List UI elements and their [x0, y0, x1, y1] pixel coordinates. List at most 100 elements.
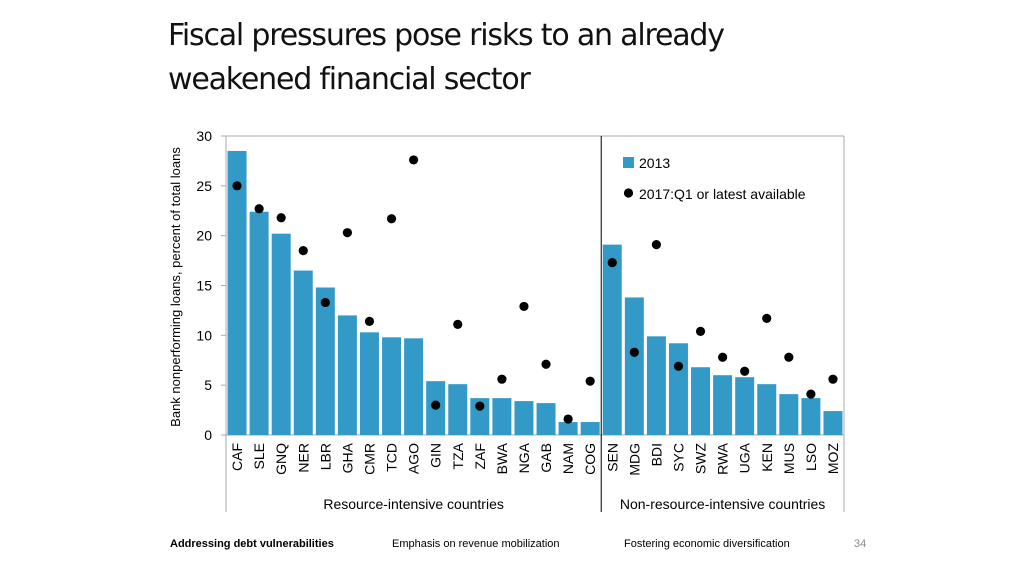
bar-series-2013	[227, 150, 843, 435]
page-number: 34	[854, 538, 867, 550]
dot-cog	[585, 376, 595, 386]
bar-syc	[668, 343, 688, 435]
dot-rwa	[718, 352, 728, 362]
bar-rwa	[713, 375, 733, 435]
x-tick-label: COG	[582, 443, 598, 475]
bar-moz	[823, 411, 843, 435]
x-tick-label: SLE	[251, 443, 267, 469]
bar-mdg	[624, 297, 644, 435]
bar-uga	[735, 377, 755, 435]
x-tick-label: GIN	[428, 443, 444, 468]
y-tick-label: 25	[196, 178, 212, 194]
dot-lbr	[320, 297, 330, 308]
bar-gnq	[271, 233, 291, 435]
x-tick-label: BWA	[494, 442, 510, 474]
y-tick-label: 20	[196, 228, 212, 244]
x-axis-labels: CAF SLE GNQ NER LBR GHA CMR TCD AGO GIN TZA ZAF BWA N…	[229, 442, 841, 475]
dot-syc	[673, 361, 684, 371]
y-tick-label: 0	[204, 427, 212, 443]
bar-cmr	[359, 332, 379, 435]
y-axis-title: Bank nonperforming loans, percent of tot…	[168, 147, 183, 427]
x-tick-label: GAB	[538, 443, 554, 473]
dot-zaf	[475, 401, 485, 411]
dot-gin	[431, 400, 441, 410]
dot-moz	[828, 374, 838, 384]
bar-nga	[514, 401, 534, 435]
slide-title-line-1: Fiscal pressures pose risks to an alread…	[168, 18, 725, 53]
dot-gnq	[276, 213, 286, 223]
chart-legend: 2013 2017:Q1 or latest available	[623, 155, 806, 202]
y-tick-label: 30	[196, 128, 212, 144]
bar-mus	[779, 394, 799, 435]
x-tick-label: CAF	[229, 443, 245, 471]
dot-gab	[541, 359, 551, 369]
bar-cog	[580, 422, 600, 435]
bar-bdi	[646, 336, 666, 435]
bar-lbr	[315, 287, 335, 435]
bar-nam	[558, 422, 578, 435]
x-tick-label: BDI	[648, 443, 664, 466]
slide-title: Fiscal pressures pose risks to an alread…	[168, 14, 868, 102]
footer-link-revenue-mobilization[interactable]: Emphasis on revenue mobilization	[392, 538, 560, 550]
x-tick-label: GNQ	[273, 443, 289, 475]
dot-cmr	[364, 316, 375, 326]
dot-sen	[607, 257, 617, 268]
group-label-0: Resource-intensive countries	[323, 496, 504, 512]
y-tick-label: 5	[204, 377, 212, 393]
legend-swatch-dot	[623, 188, 634, 198]
x-tick-label: NGA	[516, 442, 532, 473]
x-tick-label: TZA	[450, 442, 466, 469]
dot-ken	[762, 313, 772, 323]
dot-bdi	[651, 240, 661, 250]
x-tick-label: LBR	[317, 443, 333, 470]
x-tick-label: AGO	[406, 443, 422, 474]
legend-swatch-bar	[623, 157, 634, 168]
x-tick-label: CMR	[361, 443, 377, 475]
y-tick-label: 10	[196, 327, 212, 343]
bar-caf	[227, 150, 247, 435]
group-labels: Resource-intensive countries Non-resource…	[323, 496, 825, 512]
dot-ago	[409, 155, 419, 165]
bar-gab	[536, 403, 556, 435]
legend-label-2017: 2017:Q1 or latest available	[639, 186, 806, 202]
dot-nga	[519, 301, 529, 312]
dot-ner	[298, 246, 308, 256]
y-axis: 0 5 10 15 20 25 30	[196, 128, 226, 443]
group-label-1: Non-resource-intensive countries	[620, 496, 825, 512]
bar-ner	[293, 270, 313, 435]
x-tick-label: ZAF	[472, 443, 488, 469]
x-tick-label: TCD	[384, 443, 400, 472]
dot-mus	[784, 352, 794, 362]
dot-swz	[695, 326, 706, 336]
x-tick-label: KEN	[759, 443, 775, 472]
bar-lso	[801, 398, 821, 435]
x-tick-label: SEN	[604, 443, 620, 472]
dot-caf	[232, 181, 242, 191]
dot-tcd	[386, 214, 397, 224]
footer-link-economic-diversification[interactable]: Fostering economic diversification	[624, 538, 790, 550]
dot-sle	[254, 204, 264, 214]
x-tick-label: GHA	[339, 442, 355, 473]
bar-zaf	[470, 398, 490, 435]
dot-gha	[342, 228, 352, 238]
dot-mdg	[629, 347, 639, 357]
dot-series-2017	[232, 155, 838, 424]
x-tick-label: LSO	[803, 443, 819, 471]
bar-gha	[337, 315, 357, 435]
slide-title-line-2: weakened financial sector	[168, 62, 531, 97]
dot-lso	[806, 389, 816, 399]
bar-sle	[249, 211, 269, 435]
x-tick-label: NER	[295, 443, 311, 473]
x-tick-label: SYC	[670, 443, 686, 472]
dot-nam	[563, 414, 573, 424]
x-tick-label: SWZ	[693, 443, 709, 475]
y-tick-label: 15	[196, 278, 212, 294]
bar-sen	[602, 244, 622, 435]
x-tick-label: UGA	[737, 442, 753, 473]
x-tick-label: MOZ	[825, 443, 841, 475]
bar-ago	[404, 338, 424, 435]
footer-link-debt-vulnerabilities[interactable]: Addressing debt vulnerabilities	[170, 538, 334, 550]
legend-label-2013: 2013	[639, 155, 670, 171]
bar-swz	[691, 367, 711, 435]
